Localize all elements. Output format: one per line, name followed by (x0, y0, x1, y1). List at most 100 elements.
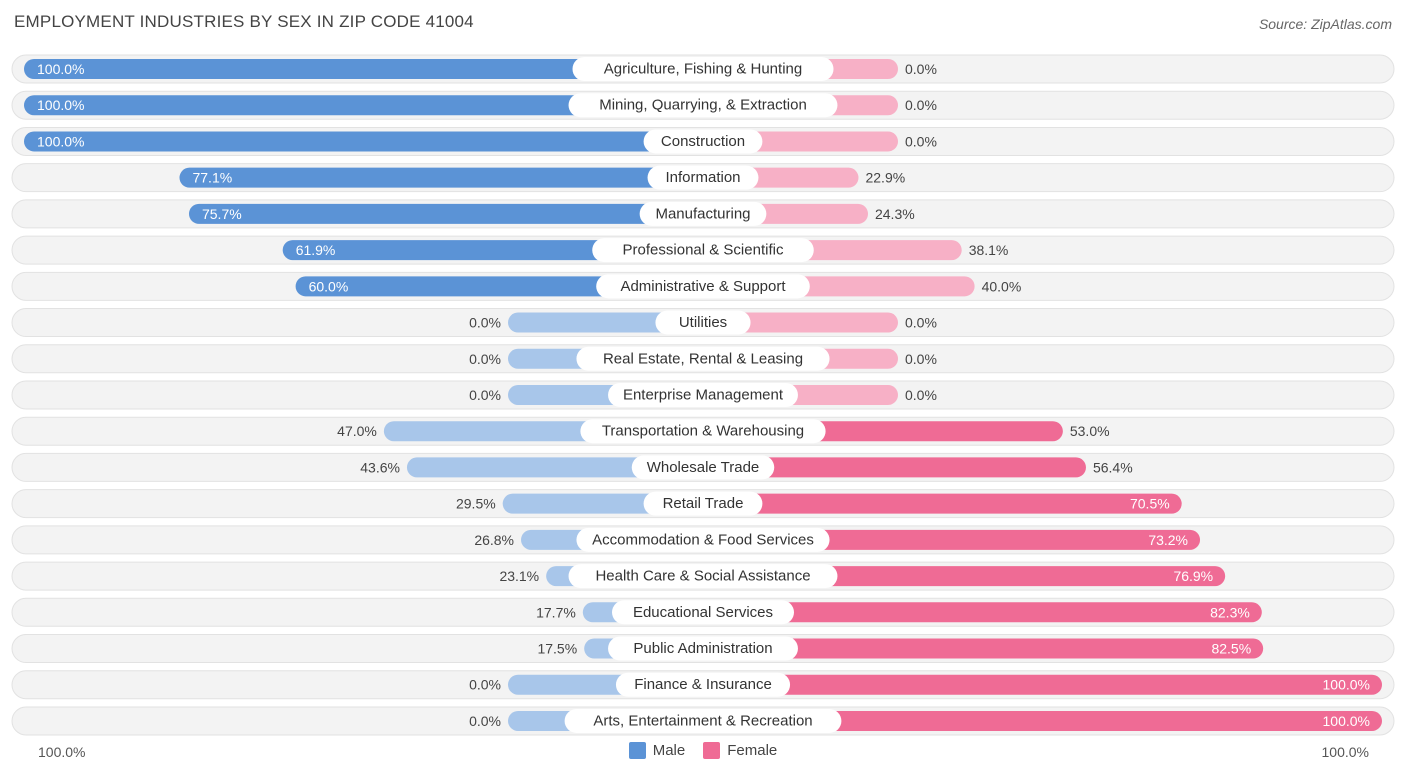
value-label-female: 0.0% (905, 61, 937, 77)
category-label: Finance & Insurance (634, 676, 772, 693)
value-label-female: 40.0% (982, 278, 1022, 294)
category-pill (568, 93, 838, 118)
value-label-male: 75.7% (202, 206, 242, 222)
legend-label-female: Female (727, 742, 778, 759)
category-label: Manufacturing (655, 205, 750, 222)
legend-label-male: Male (652, 742, 686, 759)
value-label-female: 0.0% (905, 133, 937, 149)
diverging-bar-chart: 100.0% 0.0% Agriculture, Fishing & Hunting… (11, 54, 1395, 736)
category-pill (576, 527, 830, 552)
value-label-male: 100.0% (37, 133, 84, 149)
bar-male (188, 203, 703, 224)
category-pill (643, 491, 763, 516)
bar-female (703, 602, 1262, 623)
category-label: Agriculture, Fishing & Hunting (604, 61, 802, 78)
bar-male (24, 59, 703, 79)
category-pill (608, 382, 798, 407)
category-pill (576, 346, 830, 371)
category-label: Construction (661, 133, 745, 150)
axis-left-label: 100.0% (38, 744, 86, 760)
category-label: Administrative & Support (620, 278, 786, 295)
value-label-male: 43.6% (360, 459, 400, 475)
value-label-female: 100.0% (1323, 713, 1370, 729)
category-label: Enterprise Management (623, 386, 784, 403)
value-label-female: 76.9% (1173, 568, 1213, 584)
value-label-female: 56.4% (1093, 459, 1133, 475)
value-label-male: 23.1% (499, 568, 539, 584)
category-pill (647, 165, 759, 190)
category-pill (564, 708, 842, 733)
value-label-male: 61.9% (296, 242, 336, 258)
category-pill (643, 129, 763, 154)
axis-right-label: 100.0% (1321, 744, 1369, 760)
category-pill (608, 636, 798, 661)
value-label-male: 29.5% (456, 496, 496, 512)
category-pill (612, 600, 794, 625)
bar-female (703, 674, 1382, 695)
value-label-female: 82.5% (1211, 641, 1251, 657)
value-label-female: 53.0% (1070, 423, 1110, 439)
category-pill (580, 419, 826, 444)
value-label-female: 100.0% (1323, 677, 1370, 693)
value-label-female: 70.5% (1130, 496, 1170, 512)
bar-female (703, 457, 1086, 478)
category-label: Accommodation & Food Services (592, 531, 814, 548)
legend: Male Female (0, 742, 1406, 759)
legend-item-male: Male (628, 742, 686, 759)
category-label: Information (665, 169, 740, 186)
category-label: Public Administration (633, 640, 772, 657)
category-label: Real Estate, Rental & Leasing (603, 350, 803, 367)
value-label-male: 100.0% (37, 97, 84, 113)
category-label: Professional & Scientific (623, 242, 784, 259)
category-label: Retail Trade (663, 495, 744, 512)
bar-male (24, 95, 703, 116)
legend-item-female: Female (703, 742, 777, 759)
category-label: Wholesale Trade (647, 459, 760, 476)
category-label: Mining, Quarrying, & Extraction (599, 97, 807, 114)
bar-female (703, 710, 1382, 731)
value-label-female: 73.2% (1148, 532, 1188, 548)
bar-male (406, 457, 703, 478)
value-label-male: 100.0% (37, 61, 84, 77)
category-pill (592, 238, 814, 263)
value-label-male: 0.0% (469, 351, 501, 367)
category-label: Transportation & Warehousing (602, 423, 804, 440)
value-label-female: 82.3% (1210, 604, 1250, 620)
bar-female (703, 312, 898, 333)
bar-male (179, 167, 704, 188)
category-pill (655, 310, 751, 335)
value-label-male: 0.0% (469, 315, 501, 331)
bar-male (508, 312, 703, 333)
legend-swatch-female (703, 742, 721, 759)
category-pill (631, 455, 775, 480)
value-label-male: 17.5% (537, 641, 577, 657)
category-label: Arts, Entertainment & Recreation (593, 712, 812, 729)
bar-male (24, 131, 703, 152)
value-label-male: 47.0% (337, 423, 377, 439)
value-label-male: 0.0% (469, 677, 501, 693)
category-label: Utilities (679, 314, 727, 331)
chart-title: EMPLOYMENT INDUSTRIES BY SEX IN ZIP CODE… (14, 12, 474, 31)
category-label: Educational Services (633, 604, 773, 621)
value-label-female: 38.1% (969, 242, 1009, 258)
value-label-female: 0.0% (905, 387, 937, 403)
value-label-female: 0.0% (905, 315, 937, 331)
value-label-male: 17.7% (536, 604, 576, 620)
category-pill (615, 672, 791, 697)
category-pill (639, 201, 767, 226)
value-label-female: 0.0% (905, 351, 937, 367)
category-pill (596, 274, 810, 299)
category-label: Health Care & Social Assistance (595, 568, 810, 585)
legend-swatch-male (628, 742, 646, 759)
category-pill (568, 564, 838, 589)
source-label: Source: ZipAtlas.com (1258, 16, 1392, 32)
value-label-male: 60.0% (309, 278, 349, 294)
value-label-male: 0.0% (469, 387, 501, 403)
category-pill (572, 57, 834, 81)
value-label-female: 24.3% (875, 206, 915, 222)
value-label-female: 22.9% (865, 170, 905, 186)
value-label-female: 0.0% (905, 97, 937, 113)
value-label-male: 26.8% (474, 532, 514, 548)
bar-female (703, 638, 1264, 659)
value-label-male: 77.1% (192, 170, 232, 186)
